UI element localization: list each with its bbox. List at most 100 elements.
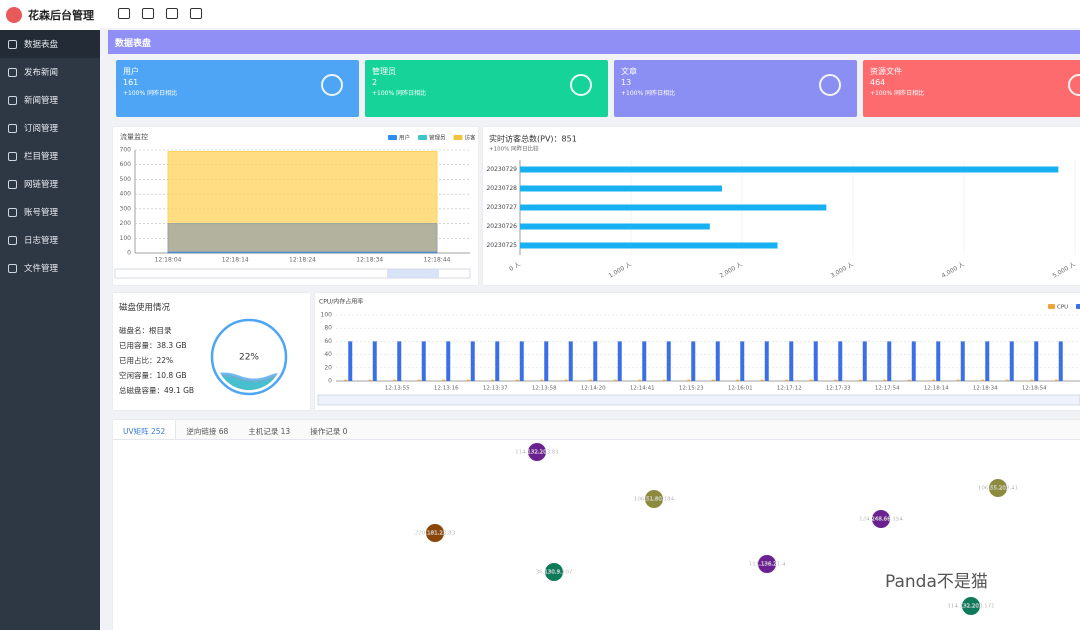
bar [981, 379, 985, 381]
menu-item[interactable]: 网链管理 [0, 170, 100, 198]
bar [442, 379, 446, 381]
menu-item[interactable]: 新闻管理 [0, 86, 100, 114]
uv-node-label: 111.136.21.4 [749, 562, 786, 568]
menu-item[interactable]: 文件管理 [0, 254, 100, 282]
card-label: 文章 [621, 67, 637, 76]
menu-item[interactable]: 数据表盘 [0, 30, 100, 58]
menu-item[interactable]: 日志管理 [0, 226, 100, 254]
menu-label: 账号管理 [24, 208, 59, 218]
uv-node-label: 36.130.9.107 [536, 570, 573, 576]
x-tick-label: 12:18:34 [356, 257, 383, 264]
x-tick-label: 12:18:34 [973, 386, 998, 392]
bar [544, 341, 549, 381]
tab[interactable]: 逆向链接 68 [186, 427, 229, 436]
uv-node-label: 124.248.66.154 [859, 517, 903, 523]
bar [813, 341, 818, 381]
chart-title: 实时访客总数(PV)：851 [489, 134, 577, 144]
x-tick-label: 12:15:23 [679, 386, 704, 392]
y-tick-label: 0 [127, 250, 131, 257]
chart-title: 流量监控 [120, 132, 148, 141]
bar [883, 379, 887, 381]
tool-icon[interactable] [118, 8, 130, 19]
x-tick-label: 12:18:54 [1022, 386, 1047, 392]
y-tick-label: 200 [120, 220, 132, 227]
tool-icon[interactable] [142, 8, 154, 19]
menu-item[interactable]: 发布新闻 [0, 58, 100, 86]
bar [936, 341, 941, 381]
x-tick-label: 12:16:01 [728, 386, 753, 392]
bar [520, 204, 827, 211]
card-label: 管理员 [372, 67, 396, 76]
bar [393, 379, 397, 381]
stat-card: 管理员 2 +100% 同昨日相比 [365, 60, 608, 117]
watermark: Panda不是猫 [885, 572, 988, 592]
zoom-slider [114, 268, 471, 279]
sidebar: 花森后台管理 数据表盘发布新闻新闻管理 订阅管理 栏目管理 网链管理账号管理日志管理文… [0, 0, 100, 630]
x-tick-label: 12:13:37 [483, 386, 508, 392]
bar [956, 379, 960, 381]
bar [887, 341, 892, 381]
bar [666, 341, 671, 381]
card-label: 资源文件 [870, 67, 902, 76]
logo[interactable]: 花森后台管理 [0, 0, 100, 30]
zoom-handle [387, 269, 439, 278]
card-value: 2 [372, 78, 378, 87]
bar [491, 379, 495, 381]
gauge-label: 22% [239, 353, 259, 363]
bar [740, 341, 745, 381]
bar [932, 379, 936, 381]
bar [1009, 341, 1014, 381]
y-tick-label: 20 [324, 364, 332, 371]
menu-item[interactable]: 订阅管理 [0, 114, 100, 142]
y-tick-label: 40 [324, 351, 332, 358]
menu-icon [8, 207, 17, 217]
bar [617, 341, 622, 381]
menu-label: 发布新闻 [24, 68, 59, 78]
bar [417, 379, 421, 381]
legend-swatch [1048, 304, 1055, 309]
tab[interactable]: 操作记录 0 [310, 427, 348, 436]
tabs: UV矩阵 252 逆向链接 68 主机记录 13 操作记录 0 [113, 420, 1080, 440]
menu-label: 数据表盘 [24, 40, 59, 50]
tool-icon[interactable] [166, 8, 178, 19]
y-tick-label: 20230729 [486, 166, 517, 173]
x-tick-label: 12:18:14 [222, 257, 249, 264]
legend-swatch [1076, 304, 1080, 309]
x-tick-label: 5,000 人 [1052, 261, 1077, 280]
legend-swatch [388, 135, 397, 140]
y-tick-label: 60 [324, 338, 332, 345]
bar [862, 341, 867, 381]
bar [466, 379, 470, 381]
chart-title: CPU/内存占用率 [319, 298, 363, 306]
y-tick-label: 300 [120, 205, 132, 212]
y-tick-label: 20230727 [486, 204, 517, 211]
card-note: +100% 同昨日相比 [870, 90, 925, 97]
bar [372, 341, 377, 381]
bar [421, 341, 426, 381]
bar [985, 341, 990, 381]
legend-swatch [453, 135, 463, 140]
tab[interactable]: 主机记录 13 [248, 427, 291, 436]
bar [446, 341, 451, 381]
uv-node [545, 563, 563, 581]
x-tick-label: 12:17:33 [826, 386, 851, 392]
menu-item[interactable]: 账号管理 [0, 198, 100, 226]
x-tick-label: 3,000 人 [830, 261, 855, 280]
tab[interactable]: UV矩阵 252 [113, 420, 177, 439]
menu-icon [8, 263, 17, 273]
x-tick-label: 12:17:54 [875, 386, 900, 392]
x-tick-label: 0 人 [508, 261, 522, 273]
bar [960, 341, 965, 381]
card-icon [819, 74, 841, 96]
uv-node-label: 106.55.202.41 [978, 486, 1018, 492]
bar [564, 379, 568, 381]
menu-icon [8, 95, 17, 105]
uv-panel [113, 420, 1080, 630]
tool-icon[interactable] [190, 8, 202, 19]
cpu-panel [315, 293, 1080, 410]
header-title: 数据表盘 [115, 39, 152, 49]
bar [838, 341, 843, 381]
menu-item[interactable]: 栏目管理 [0, 142, 100, 170]
x-tick-label: 2,000 人 [719, 261, 744, 280]
